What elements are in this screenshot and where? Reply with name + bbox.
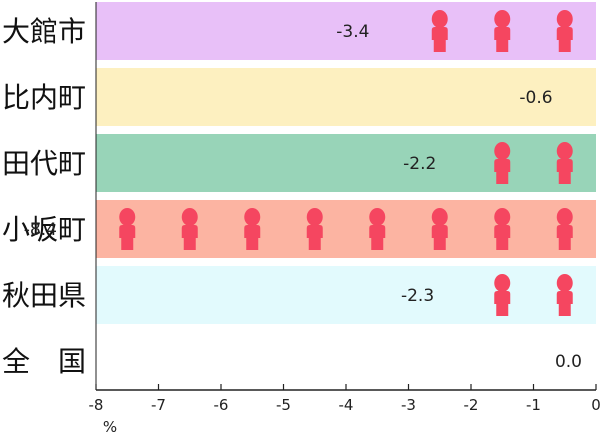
person-icon — [556, 208, 573, 250]
x-tick-label: -6 — [214, 396, 229, 414]
row-band — [96, 134, 596, 192]
x-tick-label: -7 — [151, 396, 166, 414]
category-label: 比内町 — [2, 81, 86, 114]
value-label: -8.4 — [24, 220, 57, 240]
x-tick-label: 0 — [591, 396, 600, 414]
person-icon — [431, 10, 448, 52]
x-tick-label: -8 — [89, 396, 104, 414]
person-icon — [369, 208, 386, 250]
value-label: -0.6 — [519, 88, 552, 108]
person-icon — [494, 10, 511, 52]
person-icon — [494, 142, 511, 184]
row-0: 大館市 -3.4 — [2, 2, 596, 60]
x-tick-label: -5 — [276, 396, 291, 414]
person-icon — [556, 10, 573, 52]
person-icon — [556, 142, 573, 184]
row-band — [96, 266, 596, 324]
x-tick-label: -3 — [401, 396, 416, 414]
value-label: -3.4 — [336, 22, 369, 42]
x-axis-unit-label: % — [103, 418, 117, 436]
value-label: -2.2 — [403, 154, 436, 174]
row-band — [96, 200, 596, 258]
category-label: 小坂町 — [2, 213, 86, 246]
value-label: -2.3 — [401, 286, 434, 306]
person-icon — [556, 274, 573, 316]
row-band — [96, 68, 596, 126]
person-icon — [494, 274, 511, 316]
x-tick-label: -2 — [464, 396, 479, 414]
row-1: 比内町 -0.6 — [2, 68, 596, 126]
row-4: 秋田県 -2.3 — [2, 266, 596, 324]
person-icon — [244, 208, 261, 250]
person-icon — [181, 208, 198, 250]
category-label: 全 国 — [2, 345, 86, 378]
row-2: 田代町 -2.2 — [2, 134, 596, 192]
row-band — [96, 332, 596, 390]
row-band — [96, 2, 596, 60]
value-label: 0.0 — [555, 352, 582, 372]
x-tick-label: -1 — [526, 396, 541, 414]
person-icon — [431, 208, 448, 250]
category-label: 田代町 — [2, 147, 86, 180]
row-5: 全 国 0.0 — [2, 332, 596, 390]
person-icon — [306, 208, 323, 250]
row-3: 小坂町-8.4 — [2, 200, 596, 258]
person-icon — [494, 208, 511, 250]
x-tick-label: -4 — [339, 396, 354, 414]
person-icon — [119, 208, 136, 250]
category-label: 大館市 — [2, 15, 86, 48]
category-label: 秋田県 — [2, 279, 86, 312]
